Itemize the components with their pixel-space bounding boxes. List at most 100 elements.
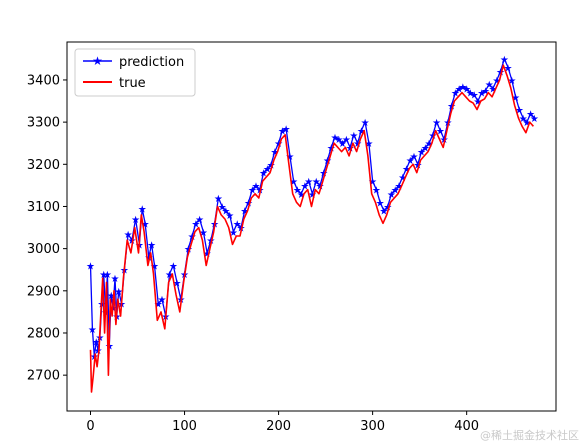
point-prediction: ★ bbox=[398, 173, 407, 184]
point-prediction: ★ bbox=[289, 177, 298, 188]
point-prediction: ★ bbox=[530, 114, 539, 125]
point-prediction: ★ bbox=[402, 165, 411, 176]
point-prediction: ★ bbox=[99, 270, 108, 281]
point-prediction: ★ bbox=[361, 118, 370, 129]
point-prediction: ★ bbox=[473, 97, 482, 108]
point-prediction: ★ bbox=[150, 262, 159, 273]
point-prediction: ★ bbox=[240, 207, 249, 218]
point-prediction: ★ bbox=[511, 93, 520, 104]
y-tick-label: 3300 bbox=[27, 116, 60, 131]
point-prediction: ★ bbox=[252, 181, 261, 192]
point-prediction: ★ bbox=[425, 139, 434, 150]
point-prediction: ★ bbox=[334, 135, 343, 146]
point-prediction: ★ bbox=[165, 270, 174, 281]
point-prediction: ★ bbox=[107, 291, 116, 302]
point-prediction: ★ bbox=[447, 101, 456, 112]
x-tick-label: 0 bbox=[86, 419, 94, 434]
legend-label-true: true bbox=[119, 76, 146, 91]
plot-area: ★★★★★★★★★★★★★★★★★★★★★★★★★★★★★★★★★★★★★★★★… bbox=[86, 55, 539, 393]
point-prediction: ★ bbox=[141, 219, 150, 230]
point-prediction: ★ bbox=[327, 143, 336, 154]
point-prediction: ★ bbox=[413, 160, 422, 171]
point-prediction: ★ bbox=[300, 181, 309, 192]
point-prediction: ★ bbox=[357, 127, 366, 138]
point-prediction: ★ bbox=[173, 278, 182, 289]
point-prediction: ★ bbox=[485, 80, 494, 91]
point-prediction: ★ bbox=[214, 194, 223, 205]
point-prediction: ★ bbox=[233, 219, 242, 230]
point-prediction: ★ bbox=[346, 143, 355, 154]
point-prediction: ★ bbox=[466, 89, 475, 100]
point-prediction: ★ bbox=[304, 177, 313, 188]
point-prediction: ★ bbox=[462, 84, 471, 95]
point-prediction: ★ bbox=[417, 148, 426, 159]
point-prediction: ★ bbox=[308, 190, 317, 201]
x-tick-label: 100 bbox=[172, 419, 197, 434]
point-prediction: ★ bbox=[455, 84, 464, 95]
point-prediction: ★ bbox=[500, 55, 509, 66]
point-prediction: ★ bbox=[188, 232, 197, 243]
point-prediction: ★ bbox=[489, 84, 498, 95]
point-prediction: ★ bbox=[131, 215, 140, 226]
point-prediction: ★ bbox=[114, 287, 123, 298]
point-prediction: ★ bbox=[184, 245, 193, 256]
point-prediction: ★ bbox=[492, 76, 501, 87]
point-prediction: ★ bbox=[331, 133, 340, 144]
point-prediction: ★ bbox=[218, 203, 227, 214]
point-prediction: ★ bbox=[421, 143, 430, 154]
point-prediction: ★ bbox=[267, 160, 276, 171]
point-prediction: ★ bbox=[147, 240, 156, 251]
point-prediction: ★ bbox=[195, 215, 204, 226]
y-tick-label: 2900 bbox=[27, 284, 60, 299]
point-prediction: ★ bbox=[522, 118, 531, 129]
axes-frame bbox=[66, 41, 557, 412]
point-prediction: ★ bbox=[191, 219, 200, 230]
point-prediction: ★ bbox=[158, 295, 167, 306]
point-prediction: ★ bbox=[379, 207, 388, 218]
point-prediction: ★ bbox=[436, 127, 445, 138]
point-prediction: ★ bbox=[364, 139, 373, 150]
point-prediction: ★ bbox=[383, 203, 392, 214]
point-prediction: ★ bbox=[278, 127, 287, 138]
point-prediction: ★ bbox=[477, 89, 486, 100]
point-prediction: ★ bbox=[481, 87, 490, 98]
point-prediction: ★ bbox=[504, 63, 513, 74]
point-prediction: ★ bbox=[316, 181, 325, 192]
point-prediction: ★ bbox=[225, 211, 234, 222]
point-prediction: ★ bbox=[111, 274, 120, 285]
point-prediction: ★ bbox=[282, 125, 291, 136]
point-prediction: ★ bbox=[199, 228, 208, 239]
point-prediction: ★ bbox=[312, 177, 321, 188]
point-prediction: ★ bbox=[391, 186, 400, 197]
point-prediction: ★ bbox=[103, 270, 112, 281]
point-prediction: ★ bbox=[496, 68, 505, 79]
legend: ★ prediction true bbox=[74, 48, 196, 97]
point-prediction: ★ bbox=[376, 198, 385, 209]
point-prediction: ★ bbox=[428, 131, 437, 142]
point-prediction: ★ bbox=[368, 177, 377, 188]
point-prediction: ★ bbox=[387, 190, 396, 201]
x-tick-label: 200 bbox=[266, 419, 291, 434]
point-prediction: ★ bbox=[285, 152, 294, 163]
point-prediction: ★ bbox=[92, 337, 101, 348]
point-prediction: ★ bbox=[519, 114, 528, 125]
point-prediction: ★ bbox=[353, 139, 362, 150]
point-prediction: ★ bbox=[458, 82, 467, 93]
point-prediction: ★ bbox=[270, 148, 279, 159]
point-prediction: ★ bbox=[297, 190, 306, 201]
y-tick-label: 2700 bbox=[27, 369, 60, 384]
legend-label-prediction: prediction bbox=[119, 55, 184, 70]
point-prediction: ★ bbox=[323, 156, 332, 167]
y-tick-label: 3400 bbox=[27, 73, 60, 88]
x-tick-label: 300 bbox=[360, 419, 385, 434]
axes: 0 100 200 300 400 2700 2800 2900 3000 3100 3200 330… bbox=[27, 41, 557, 434]
point-prediction: ★ bbox=[451, 89, 460, 100]
point-prediction: ★ bbox=[293, 186, 302, 197]
point-prediction: ★ bbox=[248, 186, 257, 197]
point-prediction: ★ bbox=[88, 325, 97, 336]
point-prediction: ★ bbox=[86, 262, 95, 273]
point-prediction: ★ bbox=[526, 110, 535, 121]
point-prediction: ★ bbox=[515, 106, 524, 117]
point-prediction: ★ bbox=[124, 230, 133, 241]
